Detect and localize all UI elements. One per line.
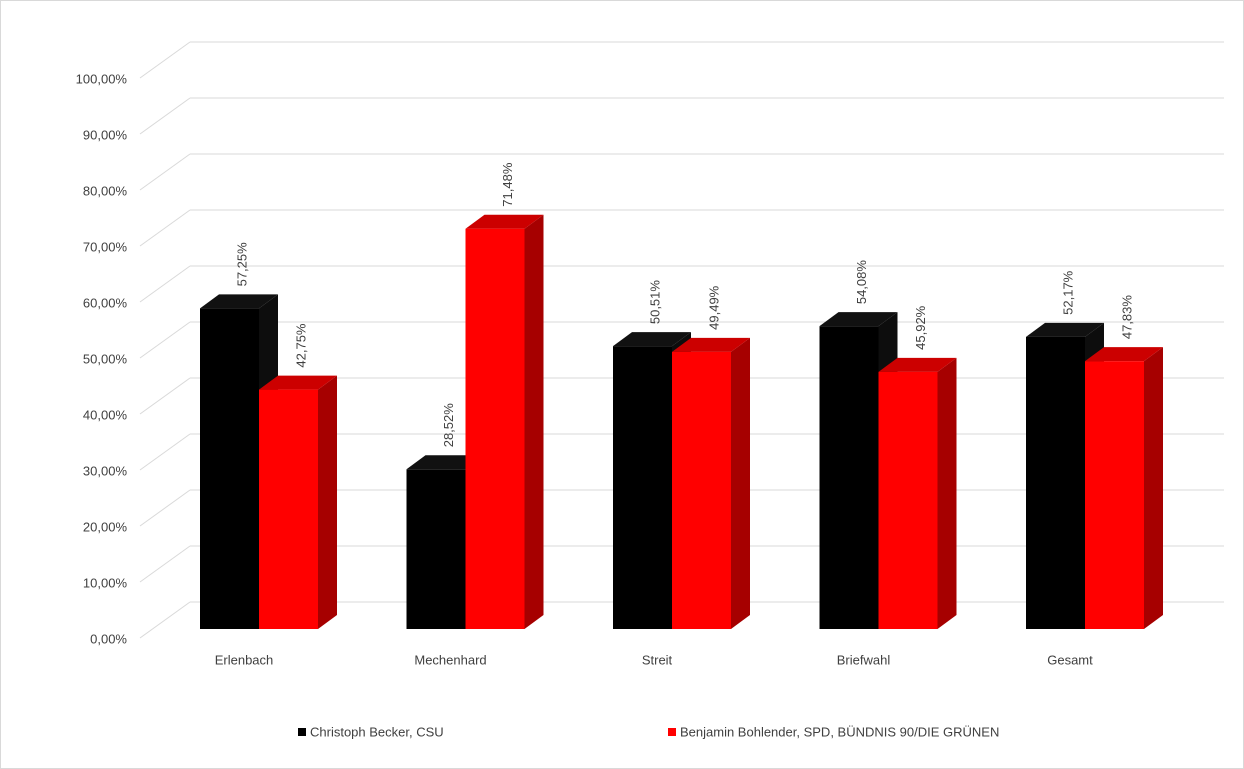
bar-side: [1144, 347, 1163, 629]
bar: [465, 228, 525, 629]
bar: [878, 371, 938, 629]
y-tick-label: 20,00%: [83, 519, 128, 534]
bar: [819, 326, 879, 629]
legend-swatch: [668, 728, 676, 736]
bar: [613, 346, 672, 629]
y-tick-label: 100,00%: [76, 71, 128, 86]
grid-line: [139, 433, 191, 471]
bar-top: [1085, 347, 1163, 362]
y-tick-label: 50,00%: [83, 351, 128, 366]
value-label: 71,48%: [500, 162, 515, 207]
grid-line: [139, 321, 191, 359]
value-label: 28,52%: [441, 403, 456, 448]
grid-line: [139, 489, 191, 527]
grid-line: [139, 153, 191, 191]
y-tick-label: 30,00%: [83, 463, 128, 478]
y-tick-label: 90,00%: [83, 127, 128, 142]
bar: [1085, 361, 1144, 629]
y-tick-label: 0,00%: [90, 631, 127, 646]
grid-line: [139, 601, 191, 639]
bar: [259, 389, 318, 629]
bar: [1026, 336, 1085, 629]
bar-top: [259, 375, 337, 390]
legend-swatch: [298, 728, 306, 736]
value-label: 52,17%: [1060, 270, 1075, 315]
y-tick-label: 10,00%: [83, 575, 128, 590]
grid-line: [139, 377, 191, 415]
value-label: 57,25%: [234, 242, 249, 287]
bar-side: [318, 375, 337, 629]
grid-line: [139, 265, 191, 303]
value-label: 42,75%: [293, 323, 308, 368]
bar: [406, 469, 466, 629]
y-tick-label: 70,00%: [83, 239, 128, 254]
y-tick-label: 40,00%: [83, 407, 128, 422]
x-tick-label: Streit: [642, 652, 673, 667]
grid-line: [139, 41, 191, 79]
bar-top: [613, 332, 691, 347]
grid-line: [139, 97, 191, 135]
value-label: 49,49%: [706, 285, 721, 330]
y-tick-label: 60,00%: [83, 295, 128, 310]
bar-side: [524, 214, 544, 629]
legend-label: Benjamin Bohlender, SPD, BÜNDNIS 90/DIE …: [680, 724, 999, 739]
bar: [672, 351, 731, 629]
grid-line: [139, 545, 191, 583]
value-label: 54,08%: [854, 260, 869, 305]
bar-top: [465, 214, 544, 229]
y-tick-label: 80,00%: [83, 183, 128, 198]
grid-line: [139, 209, 191, 247]
bar-top: [819, 312, 898, 327]
legend-label: Christoph Becker, CSU: [310, 724, 444, 739]
bar-side: [731, 337, 750, 629]
x-tick-label: Briefwahl: [837, 652, 891, 667]
bar-top: [672, 337, 750, 352]
x-tick-label: Gesamt: [1047, 652, 1093, 667]
bar-top: [878, 357, 957, 372]
x-tick-label: Erlenbach: [215, 652, 274, 667]
value-label: 50,51%: [647, 280, 662, 325]
value-label: 45,92%: [913, 305, 928, 350]
bar-side: [937, 357, 957, 629]
bar-top: [1026, 322, 1104, 337]
bar: [200, 308, 259, 629]
value-label: 47,83%: [1119, 295, 1134, 340]
bar-top: [406, 455, 485, 470]
bar-top: [200, 294, 278, 309]
x-tick-label: Mechenhard: [414, 652, 486, 667]
